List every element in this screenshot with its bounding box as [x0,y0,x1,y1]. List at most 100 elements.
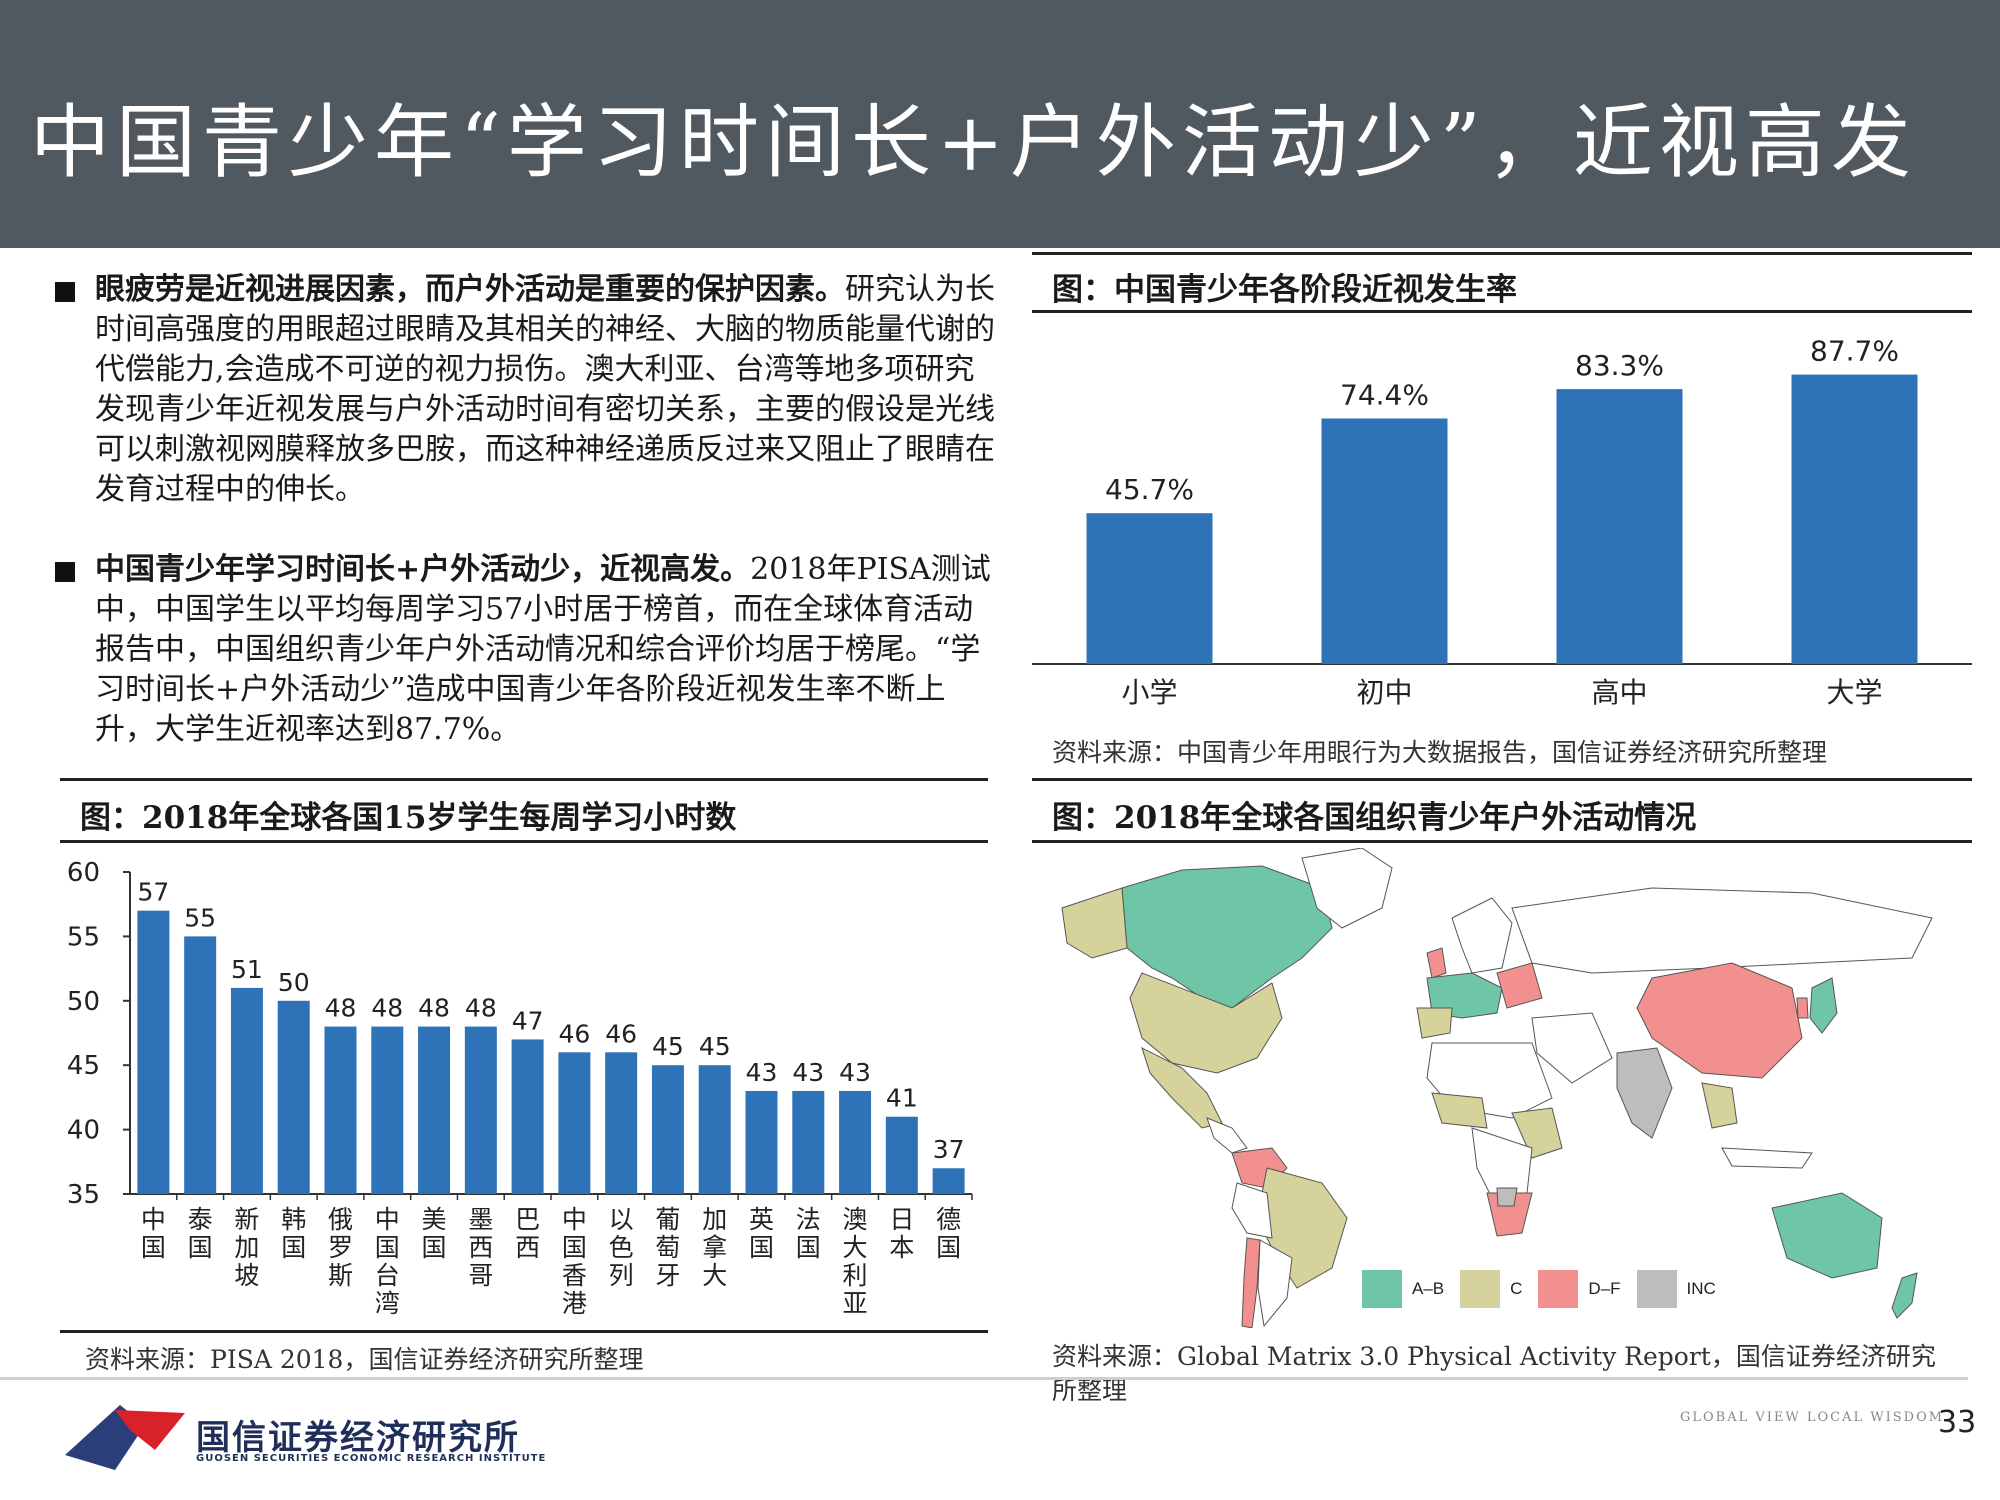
bar [605,1052,638,1194]
myopia-rate-chart: 45.7% 小学 74.4% 初中 83.3% 高中 87.7% 大学 [1032,335,1972,709]
bar [511,1039,544,1194]
map-region-korea [1796,997,1809,1019]
data-label: 41 [886,1084,918,1113]
map-region-iberia [1416,1007,1453,1039]
category-label-char: 日 [889,1205,914,1234]
category-label-char: 韩 [281,1205,306,1234]
category-label: 小学 [1121,676,1177,709]
data-label: 48 [418,994,450,1023]
map-region-japan [1809,977,1838,1034]
bullet-square-icon [55,282,75,302]
bar [792,1090,825,1194]
y-tick-label: 40 [67,1116,100,1146]
map-region-russia [1511,887,1933,974]
category-label-char: 列 [609,1261,634,1290]
category-label-char: 西 [468,1233,493,1262]
map-region-india [1616,1047,1673,1139]
category-label-char: 本 [889,1233,914,1262]
category-label-char: 哥 [468,1261,493,1290]
category-label-char: 大 [843,1233,868,1262]
map-region-east-europe [1496,962,1543,1009]
data-label: 83.3% [1575,349,1664,382]
bar [651,1065,684,1194]
data-label: 45.7% [1105,473,1194,506]
bar [418,1026,451,1194]
data-label: 48 [465,994,497,1023]
map-chart-title: 图：2018年全球各国组织青少年户外活动情况 [1052,800,1697,836]
category-label-char: 加 [234,1233,259,1262]
legend-label-c: C [1510,1279,1523,1298]
map-chart-source: 资料来源：Global Matrix 3.0 Physical Activity… [1052,1342,1936,1405]
panel-top-rule [1032,778,1972,781]
y-tick-label: 55 [67,922,100,952]
category-label-char: 中 [375,1205,400,1234]
world-activity-map [1032,848,1972,1328]
panel-title-rule [60,840,988,843]
data-label: 37 [933,1135,965,1164]
category-label-char: 国 [422,1233,447,1262]
category-label-char: 泰 [188,1205,213,1234]
category-label-char: 台 [375,1261,400,1290]
map-region-usa [1129,972,1283,1074]
map-region-argentina [1257,1239,1293,1328]
map-region-australia [1771,1192,1883,1279]
category-label-char: 德 [936,1205,961,1234]
data-label: 57 [137,878,169,907]
legend-swatch-ab [1362,1270,1402,1308]
map-region-middle-east [1531,1012,1613,1084]
category-label-char: 新 [234,1205,259,1234]
category-label-char: 色 [609,1233,634,1262]
data-label: 46 [605,1019,637,1048]
header-banner: 中国青少年“学习时间长+户外活动少”，近视高发 [0,0,2000,248]
panel-title-rule [1032,310,1972,313]
data-label: 48 [325,994,357,1023]
y-tick-label: 35 [67,1180,100,1210]
study-chart-source: 资料来源：PISA 2018，国信证券经济研究所整理 [85,1345,644,1374]
bullet-item: 眼疲劳是近视进展因素，而户外活动是重要的保护因素。研究认为长时间高强度的用眼超过… [55,270,995,510]
category-label-char: 国 [796,1233,821,1262]
data-label: 48 [371,994,403,1023]
category-label-char: 斯 [328,1261,353,1290]
category-label-char: 墨 [468,1205,493,1234]
map-region-new-zealand [1891,1272,1918,1319]
footer-logo-subtext: GUOSEN SECURITIES ECONOMIC RESEARCH INST… [196,1453,547,1464]
page-number: 33 [1938,1405,1977,1440]
category-label-char: 国 [141,1233,166,1262]
category-label-char: 法 [796,1205,821,1234]
bar [184,936,217,1194]
data-label: 74.4% [1340,378,1429,411]
panel-top-rule [1032,252,1972,255]
category-label-char: 湾 [375,1289,400,1318]
data-label: 43 [792,1058,824,1087]
bar [698,1065,731,1194]
bar [277,1000,310,1194]
map-region-central-america [1206,1117,1248,1154]
map-region-indonesia [1721,1147,1813,1169]
bullet-item: 中国青少年学习时间长+户外活动少，近视高发。2018年PISA测试中，中国学生以… [55,550,995,750]
category-label-char: 拿 [702,1233,727,1262]
legend-label-ab: A–B [1412,1279,1445,1298]
category-label-char: 利 [843,1261,868,1290]
data-label: 43 [839,1058,871,1087]
study-hours-chart: 35404550556057中国55泰国51新加坡50韩国48俄罗斯48中国台湾… [67,858,973,1318]
category-label-char: 牙 [655,1261,680,1290]
footer-logo-text: 国信证券经济研究所 [196,1418,520,1458]
category-label: 高中 [1591,676,1647,709]
map-region-southeast-asia [1701,1082,1738,1129]
bar [464,1026,497,1194]
category-label-char: 香 [562,1261,587,1290]
category-label-char: 葡 [655,1205,680,1234]
footer-divider [0,1377,1968,1380]
category-label-char: 萄 [655,1233,680,1262]
category-label-char: 国 [281,1233,306,1262]
bar [1556,389,1683,664]
y-tick-label: 60 [67,858,100,888]
category-label-char: 国 [375,1233,400,1262]
bullet-heading: 眼疲劳是近视进展因素，而户外活动是重要的保护因素。 [95,272,845,307]
category-label-char: 国 [936,1233,961,1262]
legend-label-df: D–F [1588,1279,1621,1298]
category-label-char: 中 [141,1205,166,1234]
y-tick-label: 50 [67,987,100,1017]
bullet-list: 眼疲劳是近视进展因素，而户外活动是重要的保护因素。研究认为长时间高强度的用眼超过… [55,270,995,790]
category-label: 大学 [1826,676,1882,709]
